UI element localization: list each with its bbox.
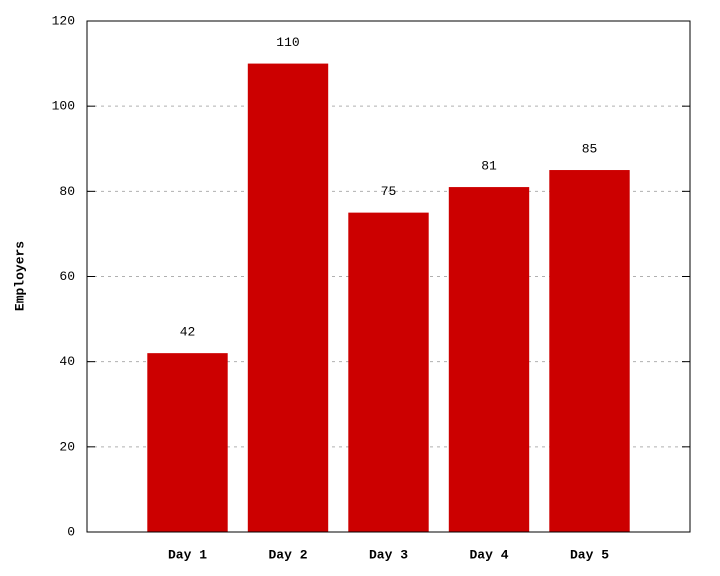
data-label: 75 [381,184,397,199]
x-tick-label: Day 4 [469,547,508,562]
bar [549,170,630,532]
x-tick-label: Day 3 [369,547,408,562]
y-tick-label: 20 [59,439,75,454]
data-label: 85 [582,141,598,156]
x-tick-label: Day 1 [168,547,207,562]
y-tick-label: 0 [67,524,75,539]
data-label: 42 [180,325,196,340]
y-tick-label: 40 [59,354,75,369]
x-tick-label: Day 5 [570,547,609,562]
y-tick-label: 60 [59,269,75,284]
y-axis-label: Employers [12,241,27,311]
bar [348,212,429,532]
bar [448,187,530,532]
y-tick-label: 80 [59,184,75,199]
y-tick-label: 120 [52,13,75,28]
bar [247,63,329,532]
plot-frame [86,20,691,533]
data-label: 81 [481,159,497,174]
data-label: 110 [276,35,299,50]
bar [147,353,228,532]
y-tick-label: 100 [52,99,75,114]
x-tick-label: Day 2 [268,547,307,562]
